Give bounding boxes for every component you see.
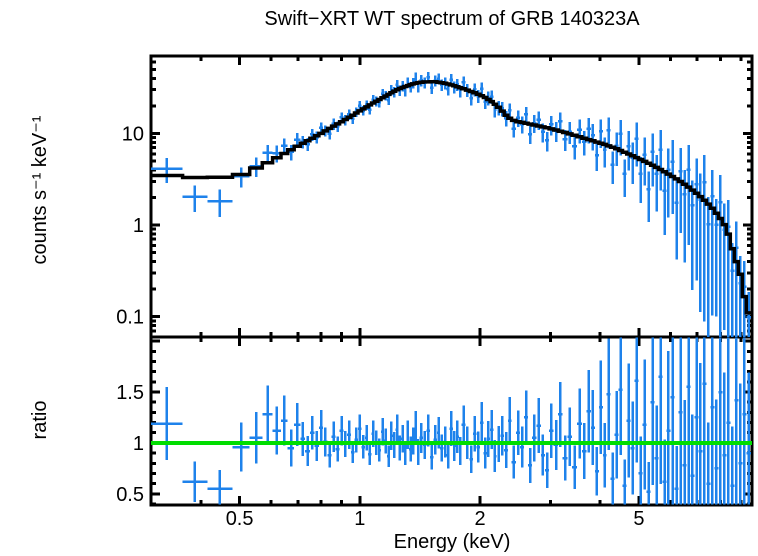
model-line-path [151,80,752,315]
x-tick-label: 1 [354,508,365,530]
y-tick-label: 1 [133,433,144,455]
y-tick-label: 1.5 [116,382,144,404]
x-tick-label: 0.5 [226,508,254,530]
y-tick-label: 0.5 [116,484,144,506]
chart-title: Swift−XRT WT spectrum of GRB 140323A [264,8,640,30]
ratio-y-axis-label: ratio [29,401,51,440]
ratio-data-series [151,337,752,505]
y-tick-label: 10 [122,123,144,145]
y-tick-label: 0.1 [116,307,144,329]
tick-labels: 0.5 1 2 5 0.1 1 10 0.5 1 1.5 [116,123,644,530]
spectrum-model-line [151,80,752,315]
spectrum-y-axis-label: counts s⁻¹ keV⁻¹ [29,115,51,264]
x-tick-label: 2 [474,508,485,530]
y-tick-label: 1 [133,215,144,237]
x-tick-label: 5 [633,508,644,530]
spectrum-panel [149,54,754,339]
x-axis-label: Energy (keV) [394,531,511,553]
spectrum-data-series [151,72,752,337]
